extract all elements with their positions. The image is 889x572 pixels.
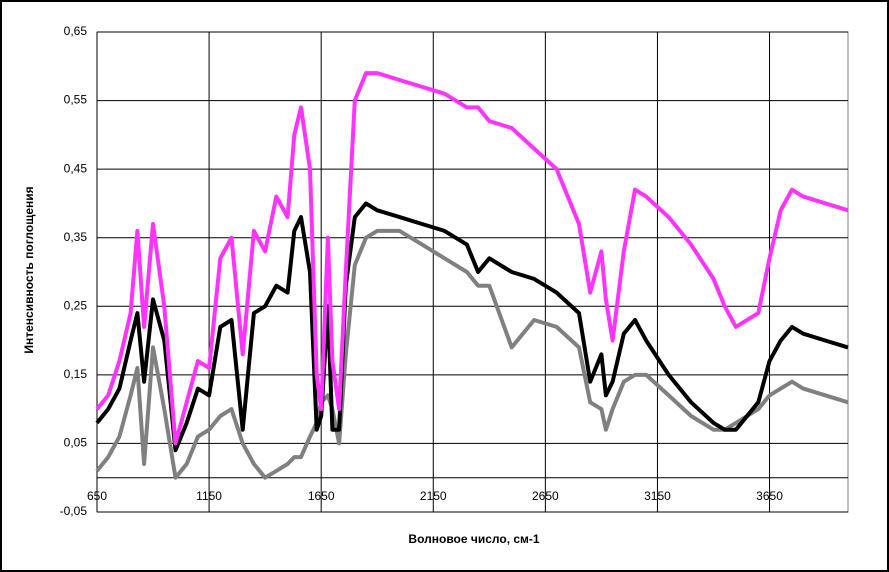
series-line — [95, 201, 849, 453]
y-tick-label: 0,55 — [64, 93, 88, 107]
y-tick-label: 0,45 — [64, 161, 88, 175]
x-axis-title: Волновое число, см-1 — [408, 532, 539, 546]
y-tick-label: 0,25 — [64, 298, 88, 312]
y-tick-label: -0,05 — [60, 504, 88, 518]
y-tick-label: 0,65 — [64, 24, 88, 38]
plot-area — [96, 31, 849, 513]
series-line — [95, 228, 849, 480]
y-tick-label: 0,35 — [64, 230, 88, 244]
series-line — [95, 71, 849, 446]
y-axis-title: Интенсивность поглощения — [22, 186, 36, 353]
y-tick-label: 0,05 — [64, 436, 88, 450]
y-tick-label: 0,15 — [64, 367, 88, 381]
